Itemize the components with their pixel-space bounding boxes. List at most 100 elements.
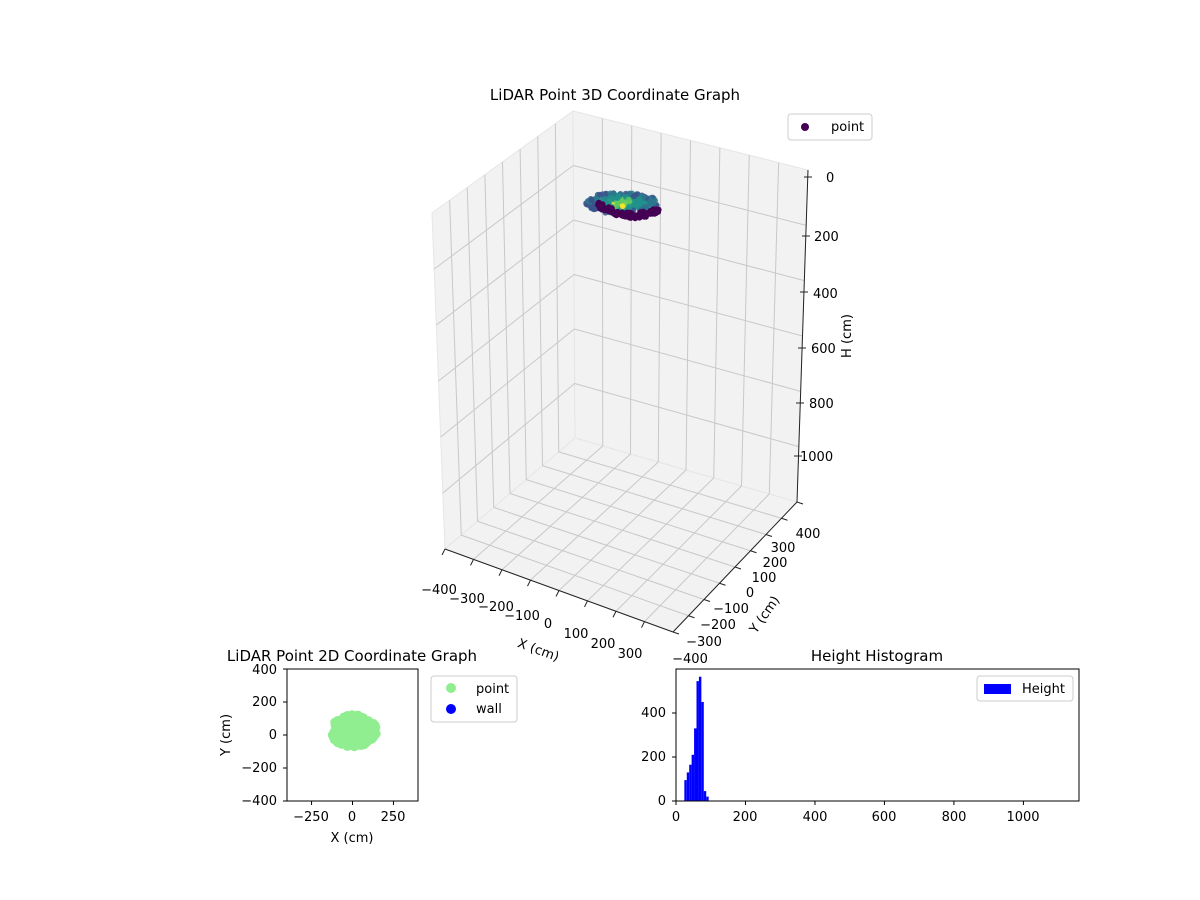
- plot-3d-z-axis-line: [796, 169, 809, 503]
- plot-3d-z-tick-label: 800: [809, 397, 834, 412]
- plot-3d-point: [615, 193, 622, 200]
- plot-3d-x-tick-labels: −400 −300 −200 −100 0 100 200 300: [421, 583, 642, 662]
- plot-3d-point: [631, 214, 638, 221]
- plot-3d-gridline: [657, 133, 662, 463]
- plot-3d-y-tick-label: 0: [746, 586, 754, 601]
- plot-3d-title: LiDAR Point 3D Coordinate Graph: [490, 86, 740, 104]
- plot-3d-z-tick-label: 1000: [800, 450, 833, 465]
- histogram-axes-frame: [675, 668, 1080, 802]
- plot-3d-x-tick: [441, 548, 446, 556]
- plot-3d-x-tick: [555, 590, 560, 597]
- plot-3d-y-tick: [781, 517, 788, 521]
- height-histogram: Height Histogram 0 200 400 0 200 400 600…: [641, 647, 1080, 825]
- plot-3d-x-tick: [612, 611, 617, 618]
- histogram-title: Height Histogram: [811, 647, 943, 665]
- histogram-x-tick-label: 1000: [1006, 810, 1039, 825]
- plot-3d-point-cloud: [583, 190, 662, 222]
- plot-2d-legend-label-wall: wall: [476, 702, 502, 717]
- plot-3d-x-tick-label: 100: [564, 627, 589, 642]
- plot-3d-legend: point: [787, 113, 873, 141]
- histogram-legend-swatch: [984, 684, 1011, 694]
- plot-3d-point: [640, 194, 647, 200]
- plot-2d-x-axis-label: X (cm): [331, 831, 374, 846]
- plot-3d-point: [622, 213, 629, 220]
- plot-3d-z-tick-labels: 0 200 400 600 800 1000: [800, 171, 839, 465]
- histogram-y-tick-label: 200: [641, 750, 666, 765]
- plot-2d-ticks: [283, 668, 394, 805]
- histogram-x-tick-labels: 0 200 400 600 800 1000: [672, 810, 1040, 825]
- histogram-legend: Height: [976, 675, 1074, 702]
- histogram-bar: [696, 681, 699, 801]
- plot-2d-y-tick-label: −400: [241, 794, 277, 809]
- histogram-bar: [691, 754, 695, 801]
- plot-2d-y-tick-labels: −400 −200 0 200 400: [241, 663, 277, 809]
- plot-3d-point: [599, 201, 606, 208]
- plot-3d-gridline: [436, 219, 574, 326]
- plot-2d-x-tick-label: −250: [293, 810, 329, 825]
- plot-3d-y-tick-label: 400: [796, 527, 821, 542]
- plot-3d-gridline: [644, 493, 770, 622]
- plot-3d-y-tick: [703, 599, 711, 602]
- plot-2d-title: LiDAR Point 2D Coordinate Graph: [227, 647, 477, 665]
- histogram-bar: [701, 702, 704, 801]
- plot-3d-point: [596, 191, 603, 198]
- histogram-y-tick-labels: 0 200 400: [641, 706, 666, 809]
- histogram-x-tick-label: 200: [733, 810, 758, 825]
- plot-3d-x-tick-label: −300: [449, 592, 485, 607]
- plot-3d-x-tick-label: −200: [478, 600, 514, 615]
- plot-2d-x-tick-labels: −250 0 250: [293, 810, 405, 825]
- plot-3d-y-tick-label: −300: [686, 635, 722, 650]
- plot-2d-point-cloud: [327, 710, 381, 752]
- plot-3d-z-tick-label: 200: [814, 230, 839, 245]
- plot-3d-y-tick-labels: −400 −300 −200 −100 0 100 200 300 400: [672, 527, 820, 667]
- plot-3d-x-tick: [470, 559, 474, 566]
- plot-3d-gridline: [509, 493, 736, 568]
- plot-2d-y-axis-label: Y (cm): [219, 714, 234, 757]
- histogram-bar: [686, 772, 690, 801]
- plot-3d-point: [647, 210, 654, 217]
- plot-3d-point: [652, 197, 659, 204]
- plot-3d-point: [637, 209, 644, 216]
- plot-2d-point: [342, 730, 352, 740]
- plot-3d-grid: [433, 118, 807, 622]
- plot-3d-gridline: [440, 328, 575, 438]
- plot-3d-z-axis-label: H (cm): [840, 314, 855, 358]
- plot-3d-point: [631, 193, 637, 200]
- plot-3d-ticks: [441, 176, 812, 635]
- plot-3d-y-tick-label: 100: [752, 571, 777, 586]
- plot-3d-gridline: [587, 477, 715, 602]
- plot-2d-y-tick-label: 0: [269, 728, 277, 743]
- plot-3d-y-tick-label: −100: [713, 602, 749, 617]
- plot-3d: LiDAR Point 3D Coordinate Graph −400 −30…: [421, 86, 873, 667]
- plot-3d-y-tick: [734, 566, 742, 570]
- plot-3d-gridline: [542, 465, 767, 535]
- plot-3d-point: [652, 207, 659, 214]
- plot-3d-point: [647, 199, 654, 205]
- plot-2d-legend-marker-wall: [446, 704, 456, 714]
- plot-2d-y-tick-label: 200: [252, 695, 277, 710]
- plot-3d-y-tick-label: 200: [763, 556, 788, 571]
- plot-3d-point: [636, 202, 643, 209]
- plot-3d-x-tick: [498, 569, 503, 576]
- plot-3d-point: [603, 195, 610, 202]
- histogram-x-tick-label: 400: [803, 810, 828, 825]
- plot-3d-x-tick-label: 200: [591, 637, 616, 652]
- plot-3d-z-tick-label: 600: [811, 342, 836, 357]
- plot-3d-point: [608, 195, 615, 202]
- plot-3d-x-tick-label: 300: [618, 647, 643, 662]
- plot-2d-point: [350, 724, 360, 734]
- plot-3d-x-tick-label: 0: [544, 617, 552, 632]
- plot-2d-point: [342, 712, 352, 722]
- plot-3d-gridline: [685, 140, 691, 471]
- plot-3d-point: [642, 213, 649, 220]
- plot-3d-gridline: [438, 274, 575, 382]
- plot-2d-legend: point wall: [430, 675, 518, 723]
- plot-3d-y-tick-label: −400: [672, 652, 708, 667]
- plot-3d-point: [636, 214, 643, 221]
- histogram-legend-frame: [976, 675, 1074, 702]
- plot-3d-x-tick-label: −100: [504, 609, 540, 624]
- plot-3d-y-tick: [796, 501, 804, 505]
- plot-2d-point: [369, 732, 379, 742]
- histogram-bar: [694, 728, 697, 801]
